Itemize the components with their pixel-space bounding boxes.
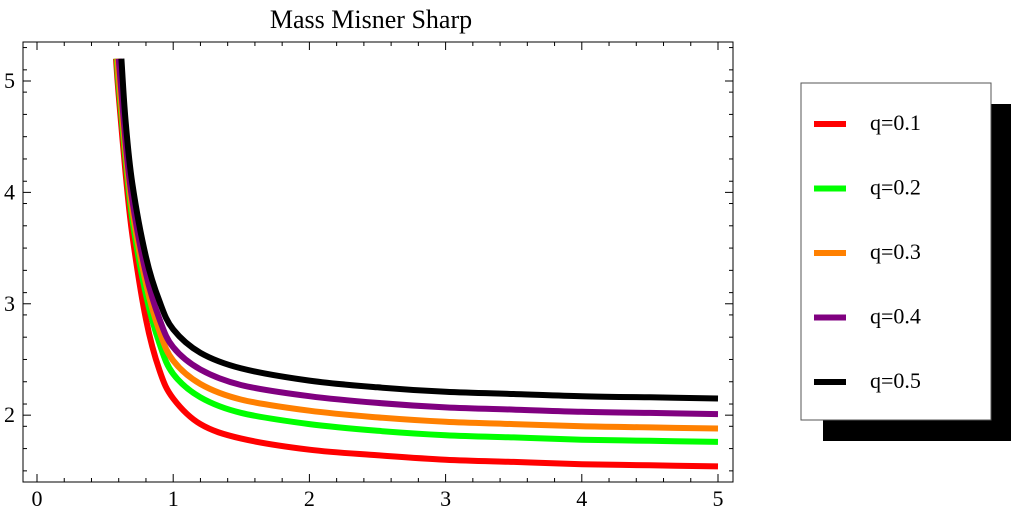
legend-label-2: q=0.2: [870, 175, 921, 200]
legend-label-4: q=0.4: [870, 304, 921, 329]
x-tick-label: 3: [440, 486, 451, 511]
series-line-4: [115, 58, 719, 418]
legend-label-1: q=0.1: [870, 110, 921, 135]
legend-label-3: q=0.3: [870, 239, 921, 264]
x-tick-label: 2: [304, 486, 315, 511]
x-tick-label: 5: [713, 486, 724, 511]
y-tick-label: 4: [4, 179, 15, 204]
legend-items: q=0.1 q=0.2 q=0.3 q=0.4 q=0.5: [814, 110, 921, 393]
y-tick-label: 2: [4, 402, 15, 427]
y-tick-label: 5: [4, 68, 15, 93]
plot-frame: [22, 41, 734, 483]
y-tick-label: 3: [4, 291, 15, 316]
series-lines: [113, 58, 719, 470]
x-tick-label: 0: [32, 486, 43, 511]
legend-label-5: q=0.5: [870, 368, 921, 393]
series-line-5: [118, 58, 719, 402]
chart-title: Mass Misner Sharp: [270, 5, 472, 34]
x-tick-label: 4: [576, 486, 587, 511]
x-tick-label: 1: [168, 486, 179, 511]
legend: q=0.1 q=0.2 q=0.3 q=0.4 q=0.5: [800, 82, 1011, 441]
axis-ticks: 0 1 2 3 4 5 2 3 4 5: [4, 42, 733, 511]
